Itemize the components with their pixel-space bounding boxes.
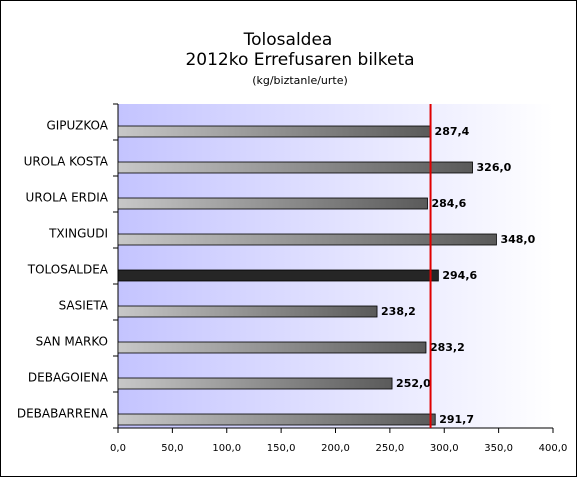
- value-label: 348,0: [500, 233, 535, 246]
- value-label: 283,2: [430, 341, 465, 354]
- bar: [117, 197, 428, 210]
- chart-title: Tolosaldea: [243, 30, 333, 50]
- y-tick-label: TOLOSALDEA: [27, 263, 109, 277]
- value-label: 287,4: [435, 125, 470, 138]
- value-label: 291,7: [439, 413, 474, 426]
- bar: [117, 233, 497, 246]
- x-tick-label: 0,0: [110, 443, 126, 454]
- bar: [117, 341, 427, 354]
- y-tick-label: TXINGUDI: [48, 227, 108, 241]
- bar: [117, 305, 378, 318]
- y-tick-label: UROLA ERDIA: [26, 191, 109, 205]
- bar: [117, 161, 473, 174]
- bar: [117, 125, 431, 138]
- x-tick-label: 100,0: [212, 443, 241, 454]
- x-tick-label: 300,0: [430, 443, 459, 454]
- y-tick-label: DEBABARRENA: [17, 407, 109, 421]
- x-tick-label: 150,0: [267, 443, 296, 454]
- bar: [117, 269, 439, 282]
- value-label: 238,2: [381, 305, 416, 318]
- unit-label: (kg/biztanle/urte): [252, 74, 348, 87]
- x-tick-label: 400,0: [539, 443, 568, 454]
- value-label: 326,0: [477, 161, 512, 174]
- x-tick-label: 50,0: [161, 443, 183, 454]
- chart-subtitle: 2012ko Errefusaren bilketa: [185, 50, 414, 70]
- x-tick-label: 250,0: [376, 443, 405, 454]
- bar: [117, 413, 436, 426]
- value-label: 284,6: [432, 197, 467, 210]
- y-tick-label: UROLA KOSTA: [24, 155, 109, 169]
- x-tick-label: 200,0: [321, 443, 350, 454]
- value-label: 252,0: [396, 377, 431, 390]
- y-tick-label: GIPUZKOA: [46, 119, 108, 133]
- y-tick-label: DEBAGOIENA: [28, 371, 109, 385]
- y-tick-label: SAN MARKO: [36, 335, 108, 349]
- value-label: 294,6: [442, 269, 477, 282]
- plot-area: [118, 104, 553, 428]
- x-tick-label: 350,0: [484, 443, 513, 454]
- y-tick-label: SASIETA: [59, 299, 109, 313]
- bar: [117, 377, 393, 390]
